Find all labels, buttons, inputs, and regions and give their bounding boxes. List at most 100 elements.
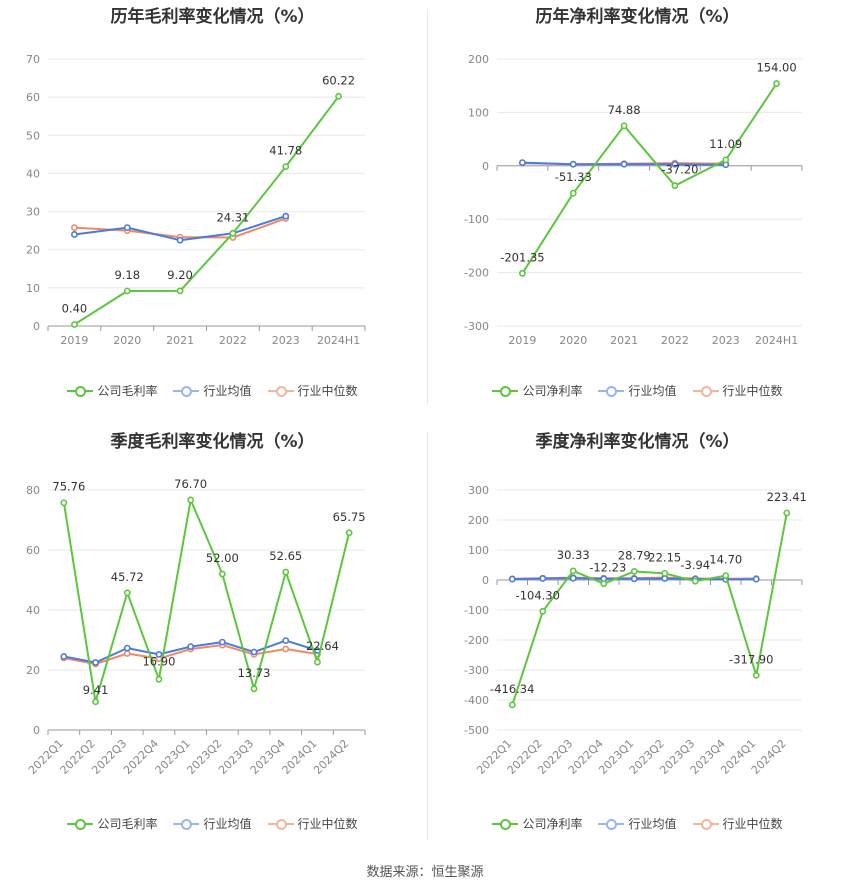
data-point-avg[interactable] — [92, 659, 99, 666]
x-tick-label: 2021 — [166, 334, 194, 347]
data-point-company[interactable] — [600, 580, 608, 588]
data-point-avg[interactable] — [539, 575, 547, 582]
data-point-company[interactable] — [282, 568, 290, 576]
chart-svg: -300 -200 -100 0 100 200 2019 2020 2021 2022 2023 2… — [464, 53, 803, 347]
data-point-avg[interactable] — [630, 575, 638, 583]
data-point-company[interactable] — [620, 122, 628, 130]
data-point-avg[interactable] — [508, 575, 516, 583]
data-label: -104.30 — [516, 588, 560, 602]
data-label: 52.65 — [269, 549, 302, 563]
data-point-company[interactable] — [282, 163, 290, 171]
data-point-avg[interactable] — [752, 575, 760, 583]
legend-swatch-avg — [598, 818, 625, 830]
y-tick-label: 20 — [26, 244, 40, 257]
data-point-avg[interactable] — [569, 574, 577, 582]
chart-title: 历年毛利率变化情况（%） — [110, 7, 315, 27]
data-label: -51.33 — [555, 170, 592, 184]
data-point-company[interactable] — [176, 287, 184, 295]
data-point-company[interactable] — [92, 698, 99, 706]
data-point-company[interactable] — [630, 567, 638, 575]
legend-swatch-median — [692, 385, 719, 397]
data-point-company[interactable] — [335, 92, 342, 100]
data-label: 22.15 — [648, 550, 681, 564]
data-point-company[interactable] — [752, 671, 760, 679]
legend-item-avg[interactable]: 行业均值 — [173, 815, 252, 832]
data-point-company[interactable] — [773, 80, 780, 87]
data-point-company[interactable] — [569, 567, 577, 575]
data-label: 11.09 — [709, 137, 742, 151]
data-point-company[interactable] — [123, 589, 131, 597]
data-point-company[interactable] — [345, 529, 353, 537]
chart-svg: 0204060802022Q12022Q22022Q32022Q42023Q12… — [26, 477, 366, 777]
data-point-company[interactable] — [722, 572, 730, 579]
legend-swatch-median — [692, 818, 719, 830]
legend-item-company[interactable]: 公司净利率 — [492, 382, 582, 399]
legend-label-avg: 行业均值 — [628, 817, 677, 831]
data-point-avg[interactable] — [155, 650, 163, 658]
legend-item-avg[interactable]: 行业均值 — [598, 382, 677, 399]
data-point-company[interactable] — [229, 229, 237, 237]
data-point-avg[interactable] — [187, 643, 195, 650]
legend-item-median[interactable]: 行业中位数 — [267, 382, 358, 399]
data-point-avg[interactable] — [620, 160, 628, 168]
data-point-company[interactable] — [71, 321, 78, 328]
data-point-avg[interactable] — [671, 160, 679, 168]
data-point-company[interactable] — [539, 607, 547, 615]
data-point-company[interactable] — [722, 156, 730, 164]
data-point-avg[interactable] — [282, 212, 290, 220]
legend-item-company[interactable]: 公司毛利率 — [67, 382, 157, 399]
data-point-company[interactable] — [60, 499, 68, 507]
data-point-company[interactable] — [519, 269, 526, 277]
data-point-avg[interactable] — [250, 648, 258, 656]
data-point-avg[interactable] — [282, 637, 290, 644]
x-tick-label: 2024Q2 — [311, 737, 351, 777]
data-point-avg[interactable] — [218, 638, 226, 646]
legend-item-median[interactable]: 行业中位数 — [692, 815, 783, 832]
data-point-avg[interactable] — [569, 160, 577, 168]
y-tick-label: 30 — [26, 206, 40, 219]
data-point-company[interactable] — [569, 189, 577, 197]
data-point-company[interactable] — [218, 570, 226, 578]
data-point-company[interactable] — [250, 685, 258, 693]
chart-svg: 0 10 20 30 40 50 60 70 2019 2020 2021 2022 2023 2024H… — [26, 53, 366, 347]
data-point-company[interactable] — [123, 287, 131, 295]
panel-divider-bottom — [427, 432, 428, 840]
data-point-company[interactable] — [508, 701, 516, 709]
data-point-company[interactable] — [187, 496, 195, 504]
data-point-company[interactable] — [783, 509, 791, 517]
data-point-company[interactable] — [155, 675, 163, 683]
legend-item-avg[interactable]: 行业均值 — [598, 815, 677, 832]
legend-item-avg[interactable]: 行业均值 — [173, 382, 252, 399]
data-point-median[interactable] — [123, 650, 131, 657]
data-point-avg[interactable] — [519, 159, 526, 166]
legend-item-company[interactable]: 公司毛利率 — [67, 815, 157, 832]
x-tick-label: 2020 — [559, 334, 587, 347]
data-point-avg[interactable] — [123, 644, 131, 652]
y-tick-label: -200 — [464, 634, 489, 647]
data-point-company[interactable] — [691, 577, 699, 585]
data-label: 65.75 — [333, 510, 366, 524]
y-tick-label: 40 — [26, 167, 40, 180]
data-point-company[interactable] — [671, 182, 679, 190]
data-label: 74.88 — [608, 103, 641, 117]
data-point-median[interactable] — [282, 645, 290, 653]
legend-item-median[interactable]: 行业中位数 — [692, 382, 783, 399]
legend-item-company[interactable]: 公司净利率 — [492, 815, 582, 832]
y-tick-label: 0 — [33, 724, 40, 737]
x-tick-label: 2024H1 — [755, 334, 798, 347]
data-label: 9.20 — [167, 268, 193, 282]
series-line-company — [511, 512, 788, 706]
x-tick-label: 2022 — [219, 334, 247, 347]
legend-swatch-company — [67, 385, 94, 397]
data-point-avg[interactable] — [176, 236, 184, 244]
data-point-avg[interactable] — [71, 231, 78, 238]
data-point-company[interactable] — [661, 569, 669, 577]
data-point-avg[interactable] — [123, 224, 131, 231]
data-point-company[interactable] — [314, 658, 321, 666]
data-point-avg[interactable] — [60, 653, 68, 660]
legend-item-median[interactable]: 行业中位数 — [267, 815, 358, 832]
data-label: -37.20 — [661, 163, 698, 177]
data-point-median[interactable] — [71, 224, 78, 231]
chart-title: 季度净利率变化情况（%） — [535, 432, 740, 452]
y-tick-label: 10 — [26, 282, 40, 295]
